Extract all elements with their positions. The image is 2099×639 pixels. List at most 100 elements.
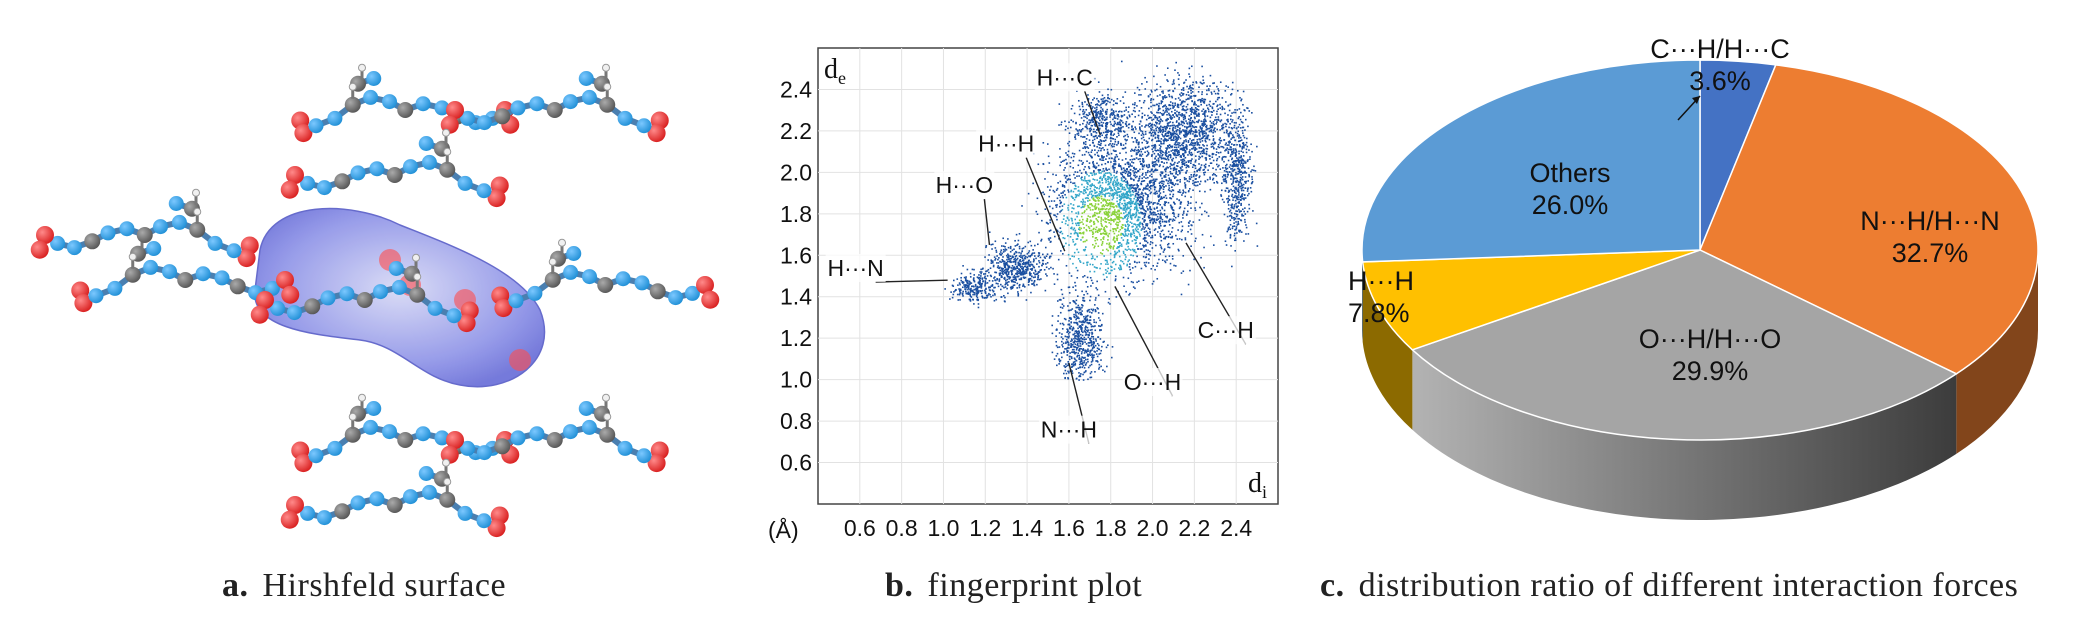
atom [348, 412, 357, 421]
fp-point [1095, 173, 1097, 175]
fp-point [1077, 352, 1080, 354]
fp-point [967, 286, 970, 288]
fp-point [1153, 114, 1155, 116]
fp-point [968, 283, 970, 286]
fp-point [1063, 203, 1066, 206]
fp-point [980, 271, 983, 273]
fp-point [979, 289, 982, 292]
fp-point [1103, 116, 1106, 118]
fp-point [1067, 142, 1069, 145]
fp-point [1113, 206, 1115, 209]
fp-point [1180, 92, 1183, 94]
fp-point [1116, 136, 1118, 138]
fp-point [1203, 246, 1205, 249]
fp-point [1141, 83, 1143, 85]
fp-point [1188, 129, 1191, 132]
atom [615, 271, 631, 287]
fp-point [1120, 267, 1122, 269]
fp-point [1080, 177, 1082, 180]
fp-point [1200, 99, 1203, 102]
fp-point [1242, 103, 1244, 106]
fp-point [1126, 184, 1129, 186]
fp-point [1118, 268, 1121, 271]
fp-point [1120, 60, 1123, 63]
atom [617, 110, 633, 126]
fp-point [1189, 84, 1192, 87]
fp-point [980, 287, 983, 289]
fp-point [1118, 195, 1121, 198]
fp-point [1185, 146, 1187, 148]
fp-point [1116, 102, 1118, 105]
fp-point [1046, 143, 1049, 145]
fp-point [1009, 247, 1012, 250]
fp-point [1067, 178, 1070, 181]
fp-point [1138, 175, 1141, 178]
fp-point [1219, 120, 1222, 123]
fp-point [1178, 238, 1181, 240]
fp-point [1062, 196, 1064, 199]
fp-point [1011, 285, 1013, 288]
fp-point [1032, 265, 1035, 268]
fp-point [1162, 90, 1164, 92]
fp-point [1143, 180, 1146, 182]
fp-point [1112, 183, 1114, 186]
fp-point [1181, 161, 1183, 164]
fp-point [1137, 194, 1140, 197]
fp-point [1128, 115, 1131, 118]
fp-point [1103, 278, 1106, 281]
fp-point [1143, 215, 1146, 217]
fp-point [1076, 269, 1079, 272]
fp-point [1175, 130, 1178, 133]
fp-point [1118, 218, 1120, 221]
fp-point [1170, 181, 1173, 184]
fp-point [1113, 254, 1116, 256]
fp-point [1169, 269, 1172, 271]
fp-point [1191, 84, 1194, 86]
fp-point [1155, 221, 1157, 224]
fp-point [1120, 216, 1123, 219]
fp-point [1010, 267, 1013, 269]
fp-point [1063, 186, 1066, 188]
fp-point [1015, 251, 1018, 254]
fp-point [1188, 85, 1191, 88]
fp-point [1127, 229, 1129, 231]
fp-point [1184, 238, 1187, 241]
fp-point [1102, 198, 1105, 201]
fp-point [1198, 113, 1200, 116]
fp-point [1072, 262, 1074, 265]
fp-point [1081, 304, 1084, 307]
fp-point [1004, 242, 1007, 244]
fp-point [1070, 108, 1073, 110]
fp-point [1112, 260, 1115, 263]
fp-point [1166, 109, 1168, 111]
fp-point [1209, 116, 1212, 119]
fp-point [1114, 218, 1116, 221]
fp-point [1171, 231, 1173, 233]
fp-point [1112, 246, 1115, 249]
fp-point [1180, 201, 1183, 204]
fp-point [1140, 193, 1142, 195]
fp-point [1147, 153, 1150, 155]
fp-point [1176, 120, 1178, 122]
fp-point [1085, 108, 1088, 111]
fp-point [1183, 159, 1186, 162]
fp-point [1197, 99, 1199, 102]
fp-point [1105, 233, 1108, 236]
fp-point [1092, 235, 1094, 238]
fp-point [1065, 196, 1068, 199]
fp-point [1015, 279, 1017, 282]
fp-point [1208, 103, 1211, 106]
fp-point [1116, 227, 1119, 229]
fp-point [1153, 218, 1155, 220]
fp-point [1117, 126, 1120, 129]
fp-point [1071, 207, 1074, 209]
fp-point [1208, 110, 1210, 113]
atom [136, 227, 153, 243]
fp-point [1133, 149, 1136, 152]
fp-point [1059, 199, 1061, 202]
fp-point [1160, 247, 1163, 250]
fp-point [1166, 147, 1169, 149]
fp-point [1027, 261, 1030, 264]
fp-point [1151, 247, 1154, 249]
fp-point [1022, 266, 1025, 269]
